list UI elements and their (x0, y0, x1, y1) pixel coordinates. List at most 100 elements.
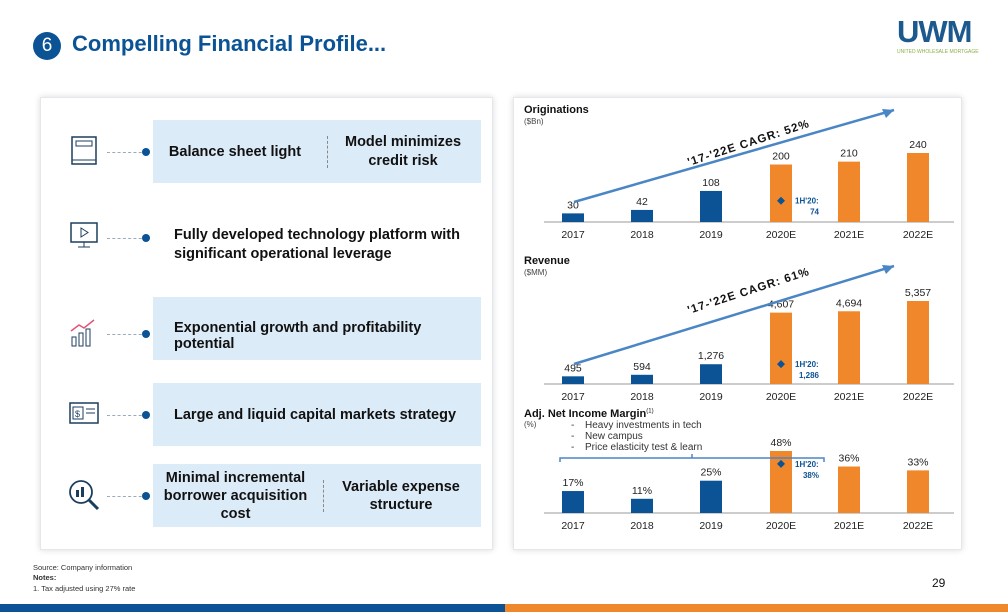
page-title: Compelling Financial Profile... (72, 31, 387, 56)
data-label: 25% (700, 467, 721, 479)
bar-2017 (562, 376, 584, 384)
h1-label: 1H'20: (795, 460, 819, 469)
data-label: 240 (909, 139, 927, 151)
note-item: Heavy investments in tech (585, 420, 702, 431)
highlight-label-secondary: Model minimizes credit risk (344, 134, 462, 169)
h1-marker (777, 196, 785, 205)
highlight-label: Minimal incremental borrower acquisition… (163, 470, 308, 522)
bar-2018 (631, 374, 653, 384)
bar-2017 (562, 491, 584, 513)
margin-notes: - Heavy investments in tech - New campus -… (571, 420, 703, 453)
section-number: 6 (33, 32, 61, 60)
bar-2020E (770, 451, 792, 513)
category-label: 2022E (903, 391, 933, 403)
svg-text:$: $ (75, 409, 80, 419)
bullet-dot (142, 148, 150, 156)
logo-text: UWM (897, 14, 972, 49)
data-label: 5,357 (905, 287, 931, 299)
highlight-box: Large and liquid capital markets strateg… (153, 383, 481, 446)
category-label: 2019 (699, 229, 723, 241)
cash-icon: $ (69, 402, 99, 424)
bar-2019 (700, 480, 722, 513)
highlight-label: Large and liquid capital markets strateg… (174, 407, 457, 423)
data-label: 42 (636, 196, 648, 208)
category-label: 2017 (561, 391, 585, 403)
h1-value: 74 (810, 208, 819, 217)
h1-value: 38% (803, 471, 819, 480)
revenue-unit: ($MM) (524, 268, 548, 277)
category-label: 2018 (630, 520, 654, 532)
bullet-dot (142, 411, 150, 419)
arrow-head (882, 109, 894, 118)
charts-panel: Originations ($Bn) Revenue ($MM) Adj. Ne… (513, 97, 962, 550)
originations-unit: ($Bn) (524, 117, 544, 126)
data-label: 11% (632, 485, 652, 497)
h1-label: 1H'20: (795, 360, 819, 369)
note-item: Price elasticity test & learn (585, 442, 703, 453)
data-label: 4,694 (836, 297, 862, 309)
category-label: 2018 (630, 229, 654, 241)
data-label: 48% (770, 437, 791, 449)
category-label: 2020E (766, 520, 796, 532)
bar-2021E (838, 466, 860, 513)
logo-subtitle: UNITED WHOLESALE MORTGAGE (897, 49, 979, 55)
arrow-head (882, 265, 894, 274)
book-icon (71, 136, 97, 165)
data-label: 594 (633, 361, 651, 373)
data-label: 210 (840, 148, 858, 160)
data-label: 17% (562, 477, 583, 489)
category-label: 2020E (766, 229, 796, 241)
bracket (559, 454, 825, 462)
data-label: 36% (838, 453, 859, 465)
footer-bar-orange (505, 604, 1008, 612)
footnote-1: 1. Tax adjusted using 27% rate (33, 584, 136, 593)
note-item: New campus (585, 431, 643, 442)
h1-label: 1H'20: (795, 197, 819, 206)
page-number: 29 (932, 576, 946, 590)
cagr-label: '17-'22E CAGR: 52% (686, 118, 811, 169)
category-label: 2022E (903, 520, 933, 532)
category-label: 2022E (903, 229, 933, 241)
category-label: 2017 (561, 229, 585, 241)
data-label: 495 (564, 362, 582, 374)
h1-marker (777, 459, 785, 468)
highlight-box: Fully developed technology platform with… (153, 209, 481, 265)
footer-bar-blue (0, 604, 505, 612)
bar-2017 (562, 213, 584, 222)
data-label: 33% (907, 456, 928, 468)
charts-svg: 30 2017 42 2018 108 2019 200 2020E 210 2021E 240 20… (544, 108, 954, 532)
growth-chart-icon (70, 319, 95, 347)
monitor-play-icon (70, 222, 98, 248)
bullet-dot (142, 330, 150, 338)
data-label: 1,276 (698, 350, 724, 362)
bar-2022E (907, 301, 929, 384)
source-note: Source: Company information (33, 563, 133, 572)
bar-2022E (907, 153, 929, 222)
category-label: 2017 (561, 520, 585, 532)
bar-2021E (838, 311, 860, 384)
bar-2020E (770, 164, 792, 222)
revenue-title: Revenue (524, 255, 570, 267)
bar-2019 (700, 190, 722, 222)
highlight-label: Balance sheet light (168, 144, 302, 160)
category-label: 2020E (766, 391, 796, 403)
category-label: 2021E (834, 391, 864, 403)
originations-title: Originations (524, 104, 589, 116)
highlight-label: Fully developed technology platform with… (174, 227, 460, 262)
bullet-dot (142, 492, 150, 500)
category-label: 2019 (699, 520, 723, 532)
highlights-panel: Balance sheet light Model minimizes cred… (40, 97, 493, 550)
data-label: 30 (567, 199, 579, 211)
highlight-box: Exponential growth and profitability pot… (153, 297, 481, 360)
uwm-logo: UWM UNITED WHOLESALE MORTGAGE (897, 14, 982, 55)
bar-2019 (700, 364, 722, 384)
h1-value: 1,286 (799, 371, 820, 380)
bullet-dot (142, 234, 150, 242)
highlight-box: Balance sheet light Model minimizes cred… (153, 120, 481, 183)
highlight-label: Exponential growth and profitability pot… (174, 320, 422, 352)
bar-2020E (770, 312, 792, 384)
bar-2018 (631, 498, 653, 513)
margin-unit: (%) (524, 420, 537, 429)
category-label: 2021E (834, 229, 864, 241)
bar-2021E (838, 161, 860, 222)
